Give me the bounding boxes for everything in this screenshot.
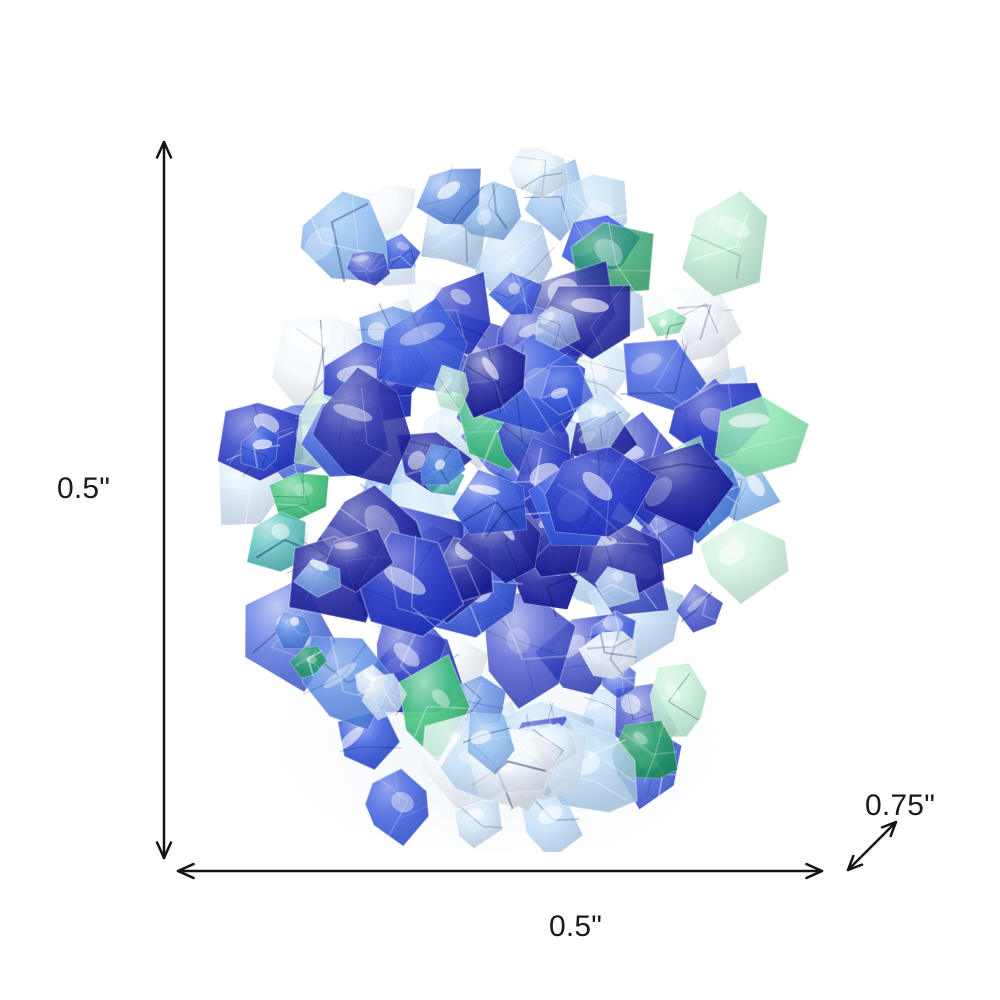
glass-shard — [535, 284, 632, 361]
glass-shard — [649, 662, 708, 738]
glass-shard — [346, 250, 391, 287]
glass-shard — [535, 305, 581, 351]
glass-shard — [646, 308, 688, 340]
dimension-label-width: 0.5" — [549, 910, 603, 943]
glass-shard — [594, 565, 640, 609]
glass-shard — [354, 663, 388, 700]
glass-shard — [508, 146, 570, 199]
dimension-arrow-width — [176, 862, 824, 880]
glass-shard — [627, 442, 735, 534]
dimension-arrow-height — [155, 140, 173, 860]
glass-shard — [681, 190, 768, 298]
glass-shard — [415, 164, 485, 226]
glass-shard — [451, 469, 528, 539]
glass-shard — [462, 712, 516, 776]
dimension-label-height: 0.5" — [57, 472, 111, 505]
glass-shard — [453, 798, 504, 850]
glass-shard — [268, 467, 330, 521]
glass-shard — [620, 333, 708, 415]
glass-shard — [246, 510, 310, 573]
glass-shard — [385, 232, 422, 271]
crushed-glass-illustration — [214, 146, 810, 852]
glass-shard — [482, 590, 577, 710]
glass-shard — [240, 424, 281, 471]
glass-shard — [420, 443, 466, 486]
dimension-label-depth: 0.75" — [865, 789, 936, 822]
glass-shard — [292, 555, 342, 601]
glass-shard — [433, 364, 471, 414]
glass-shard — [274, 611, 312, 649]
glass-shard — [364, 766, 433, 847]
glass-shard — [539, 365, 597, 416]
glass-shard — [714, 395, 810, 479]
glass-shard — [577, 630, 637, 680]
glass-shard — [457, 342, 527, 420]
glass-shard — [487, 271, 544, 316]
glass-shard — [675, 582, 724, 634]
product-image-crushed-glass — [178, 140, 818, 852]
dimension-arrow-depth — [846, 820, 898, 872]
glass-shard — [676, 290, 726, 348]
glass-shard — [698, 519, 790, 606]
glass-shard — [312, 366, 412, 486]
glass-shard — [544, 444, 659, 542]
glass-shard — [289, 645, 328, 679]
glass-shard — [575, 387, 633, 452]
